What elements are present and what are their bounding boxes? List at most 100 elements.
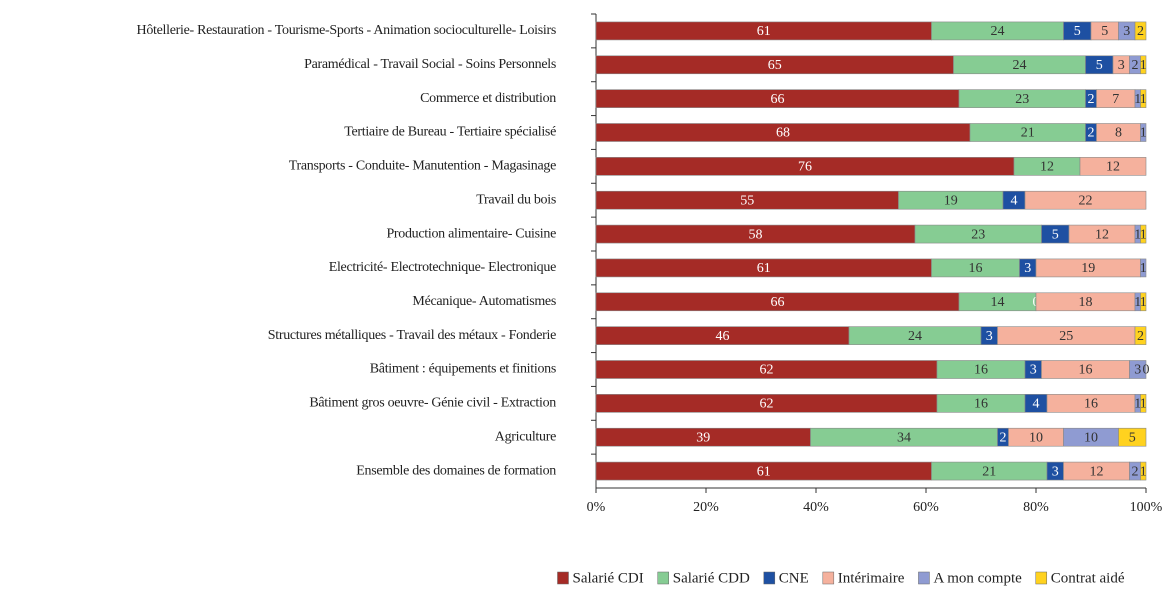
value-label: 10 [1029, 430, 1043, 445]
legend-label: Intérimaire [838, 570, 905, 586]
value-label: 10 [1084, 430, 1098, 445]
value-label: 2 [1137, 24, 1144, 39]
value-label: 3 [1118, 58, 1125, 73]
legend-swatch [657, 571, 669, 585]
value-label: 16 [969, 261, 983, 276]
value-label: 34 [897, 430, 911, 445]
value-label: 8 [1115, 126, 1122, 141]
legend-label: Contrat aidé [1051, 570, 1125, 586]
value-label: 16 [1084, 397, 1098, 412]
y-tick-label: Bâtiment gros oeuvre- Génie civil - Extr… [309, 396, 556, 411]
bar-segment [1140, 123, 1147, 142]
bar-segment [1140, 55, 1147, 75]
value-label: 55 [740, 193, 754, 208]
value-label: 39 [696, 430, 710, 445]
y-tick-label: Production alimentaire- Cuisine [386, 226, 556, 241]
value-label: 12 [1040, 160, 1054, 175]
value-label: 3 [1052, 464, 1059, 479]
value-label: 21 [982, 464, 996, 479]
legend: Salarié CDI Salarié CDD CNE Intérimaire A mo… [557, 570, 1125, 586]
legend-swatch [1035, 571, 1048, 585]
x-tick-label: 100% [1130, 500, 1163, 515]
x-tick-label: 0% [587, 500, 606, 515]
value-label: 4 [1011, 193, 1018, 208]
value-label: 2 [1088, 92, 1095, 107]
value-label: 25 [1059, 329, 1073, 344]
value-label: 3 [1123, 24, 1130, 39]
value-label: 66 [771, 92, 785, 107]
value-label: 19 [1081, 261, 1095, 276]
value-label: 46 [716, 329, 730, 344]
value-label: 3 [1024, 261, 1031, 276]
x-tick-label: 20% [693, 500, 719, 515]
x-tick-label: 80% [1023, 500, 1049, 515]
value-label: 5 [1101, 24, 1108, 39]
value-label: 62 [760, 363, 774, 378]
y-tick-label: Mécanique- Automatismes [412, 294, 556, 309]
value-label: 16 [1079, 363, 1093, 378]
y-tick-label: Paramédical - Travail Social - Soins Per… [304, 57, 556, 72]
value-label: 24 [991, 24, 1005, 39]
value-label: 61 [757, 261, 771, 276]
bar-segment [1024, 190, 1147, 210]
value-label: 5 [1129, 430, 1136, 445]
value-label: 2 [1088, 126, 1095, 141]
value-label: 68 [776, 126, 790, 141]
value-label: 23 [1015, 92, 1029, 107]
y-tick-label: Transports - Conduite- Manutention - Mag… [289, 159, 556, 174]
y-tick-label: Ensemble des domaines de formation [356, 463, 556, 478]
bar-segment [1118, 427, 1147, 447]
bar-segment [1079, 157, 1147, 176]
value-label: 14 [991, 295, 1005, 310]
value-label: 1 [1140, 261, 1147, 276]
y-tick-label: Commerce et distribution [420, 91, 556, 106]
value-label: 1 [1140, 227, 1147, 242]
value-label: 2 [1132, 464, 1139, 479]
value-label: 5 [1052, 227, 1059, 242]
x-tick-label: 40% [803, 500, 829, 515]
value-label: 3 [1134, 363, 1141, 378]
y-tick-label: Agriculture [495, 429, 556, 444]
bar-segment [1140, 394, 1147, 413]
value-label: 5 [1096, 58, 1103, 73]
value-label: 4 [1033, 397, 1040, 412]
value-label: 7 [1112, 92, 1119, 107]
bar-segment [1140, 292, 1147, 312]
value-label: 1 [1134, 397, 1141, 412]
legend-label: Salarié CDD [673, 570, 750, 586]
value-label: 1 [1140, 126, 1147, 141]
legend-swatch [918, 571, 930, 585]
y-tick-label: Electricité- Electrotechnique- Electroni… [329, 260, 556, 275]
legend-swatch [557, 571, 569, 585]
bar-segment [1134, 21, 1147, 41]
value-label: 18 [1079, 295, 1093, 310]
x-tick-label: 60% [913, 500, 939, 515]
value-label: 2 [1000, 430, 1007, 445]
bar-segment [1140, 224, 1147, 244]
y-tick-label: Structures métalliques - Travail des mét… [268, 328, 556, 343]
value-label: 61 [757, 464, 771, 479]
value-label: 22 [1079, 193, 1093, 208]
value-label: 23 [971, 227, 985, 242]
value-label: 2 [1132, 58, 1139, 73]
value-label: 66 [771, 295, 785, 310]
bar-segment [1134, 326, 1147, 345]
bar-segment [1140, 258, 1147, 278]
value-label: 1 [1134, 92, 1141, 107]
value-label: 12 [1095, 227, 1109, 242]
value-label: 5 [1074, 24, 1081, 39]
value-label: 12 [1090, 464, 1104, 479]
value-label: 12 [1106, 160, 1120, 175]
value-label: 3 [986, 329, 993, 344]
value-label: 58 [749, 227, 763, 242]
value-label: 19 [944, 193, 958, 208]
value-label: 24 [1013, 58, 1027, 73]
y-tick-label: Travail du bois [476, 192, 556, 207]
legend-label: CNE [779, 570, 809, 586]
value-label: 1 [1140, 397, 1147, 412]
value-label: 1 [1140, 295, 1147, 310]
bar-segment [1140, 89, 1147, 108]
value-label: 3 [1030, 363, 1037, 378]
bar-segment [1140, 461, 1147, 481]
